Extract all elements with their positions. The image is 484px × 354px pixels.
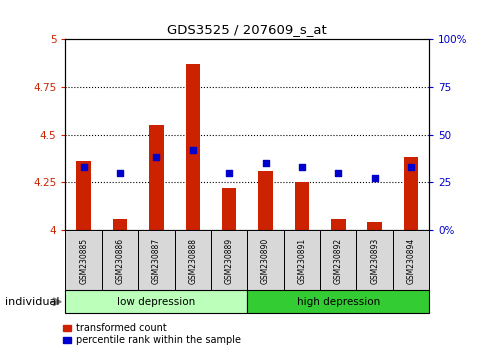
Text: GSM230893: GSM230893 <box>369 238 378 284</box>
Bar <box>221 188 236 230</box>
Point <box>188 147 197 153</box>
Text: individual: individual <box>5 297 59 307</box>
Bar <box>330 219 345 230</box>
Bar <box>174 230 211 292</box>
Bar <box>247 230 283 292</box>
Bar <box>65 290 247 313</box>
Bar <box>392 230 428 292</box>
Point <box>152 155 160 160</box>
Text: GSM230887: GSM230887 <box>151 238 161 284</box>
Bar <box>112 219 127 230</box>
Text: GSM230894: GSM230894 <box>406 238 415 284</box>
Bar <box>319 230 356 292</box>
Text: GSM230892: GSM230892 <box>333 238 342 284</box>
Bar <box>247 290 428 313</box>
Title: GDS3525 / 207609_s_at: GDS3525 / 207609_s_at <box>167 23 327 36</box>
Bar <box>102 230 138 292</box>
Bar <box>76 161 91 230</box>
Bar <box>403 158 417 230</box>
Point <box>261 160 269 166</box>
Bar <box>211 230 247 292</box>
Bar <box>185 64 200 230</box>
Bar <box>366 222 381 230</box>
Text: GSM230890: GSM230890 <box>260 238 270 284</box>
Point <box>225 170 232 176</box>
Text: GSM230891: GSM230891 <box>297 238 306 284</box>
Point <box>116 170 123 176</box>
Text: GSM230888: GSM230888 <box>188 238 197 284</box>
Bar <box>283 230 319 292</box>
Point <box>79 164 87 170</box>
Text: GSM230889: GSM230889 <box>224 238 233 284</box>
Bar <box>138 230 174 292</box>
Bar <box>257 171 272 230</box>
Point <box>370 176 378 181</box>
Legend: transformed count, percentile rank within the sample: transformed count, percentile rank withi… <box>63 324 240 346</box>
Text: GSM230885: GSM230885 <box>79 238 88 284</box>
Text: low depression: low depression <box>117 297 195 307</box>
Text: high depression: high depression <box>296 297 379 307</box>
Bar <box>356 230 392 292</box>
Point <box>406 164 414 170</box>
Text: GSM230886: GSM230886 <box>115 238 124 284</box>
Bar <box>149 125 164 230</box>
Point <box>297 164 305 170</box>
Bar <box>294 182 309 230</box>
Point <box>333 170 341 176</box>
Bar <box>65 230 102 292</box>
